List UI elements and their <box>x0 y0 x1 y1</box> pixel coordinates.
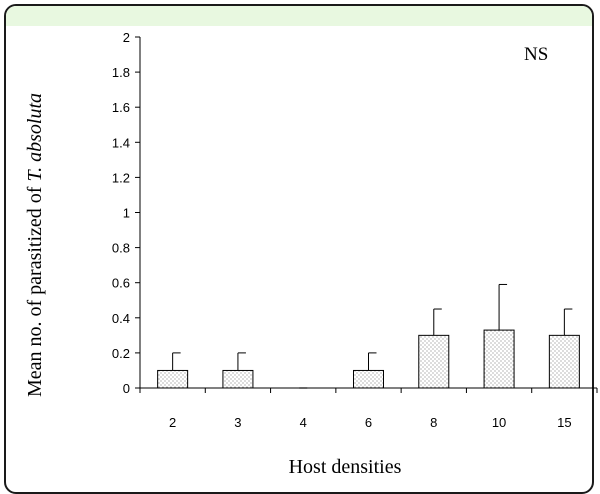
significance-annotation: NS <box>524 44 548 65</box>
y-axis-title: Mean no. of parasitized of T. absoluta <box>24 93 46 397</box>
figure-frame <box>4 4 594 494</box>
y-tick-label: 0.8 <box>112 241 130 256</box>
bars <box>157 283 580 389</box>
y-tick-label: 1.4 <box>112 135 130 150</box>
x-tick-label: 4 <box>300 415 307 430</box>
y-tick-label: 0 <box>123 381 130 396</box>
y-tick-label: 0.2 <box>112 346 130 361</box>
y-tick-label: 1.8 <box>112 65 130 80</box>
bar-chart: 0 0.2 0.4 0.6 0.8 1 1.2 1.4 1.6 1.8 2 2 3 4 6 8 10 15 NS… <box>24 30 598 477</box>
x-tick-label: 2 <box>169 415 176 430</box>
x-tick-label: 8 <box>430 415 437 430</box>
y-tick-label: 0.4 <box>112 311 130 326</box>
y-tick-label: 1.2 <box>112 170 130 185</box>
y-tick-label: 2 <box>123 30 130 45</box>
bar <box>157 369 189 389</box>
bar <box>222 369 254 389</box>
bar <box>548 334 580 389</box>
y-tick-label: 1 <box>123 206 130 221</box>
x-tick-label: 3 <box>234 415 241 430</box>
x-tick-label: 6 <box>365 415 372 430</box>
header-strip <box>6 6 592 26</box>
y-axis: 0 0.2 0.4 0.6 0.8 1 1.2 1.4 1.6 1.8 2 <box>112 30 141 396</box>
y-axis-title-text: Mean no. of parasitized of <box>24 182 46 397</box>
bar <box>418 334 450 389</box>
bar <box>483 329 515 389</box>
x-tick-label: 10 <box>492 415 506 430</box>
bar <box>353 369 384 389</box>
x-axis: 2 3 4 6 8 10 15 <box>139 387 598 430</box>
x-tick-label: 15 <box>557 415 571 430</box>
y-axis-title-species: T. absoluta <box>24 93 46 182</box>
y-tick-label: 0.6 <box>112 276 130 291</box>
y-tick-label: 1.6 <box>112 100 130 115</box>
x-axis-title: Host densities <box>289 456 402 477</box>
